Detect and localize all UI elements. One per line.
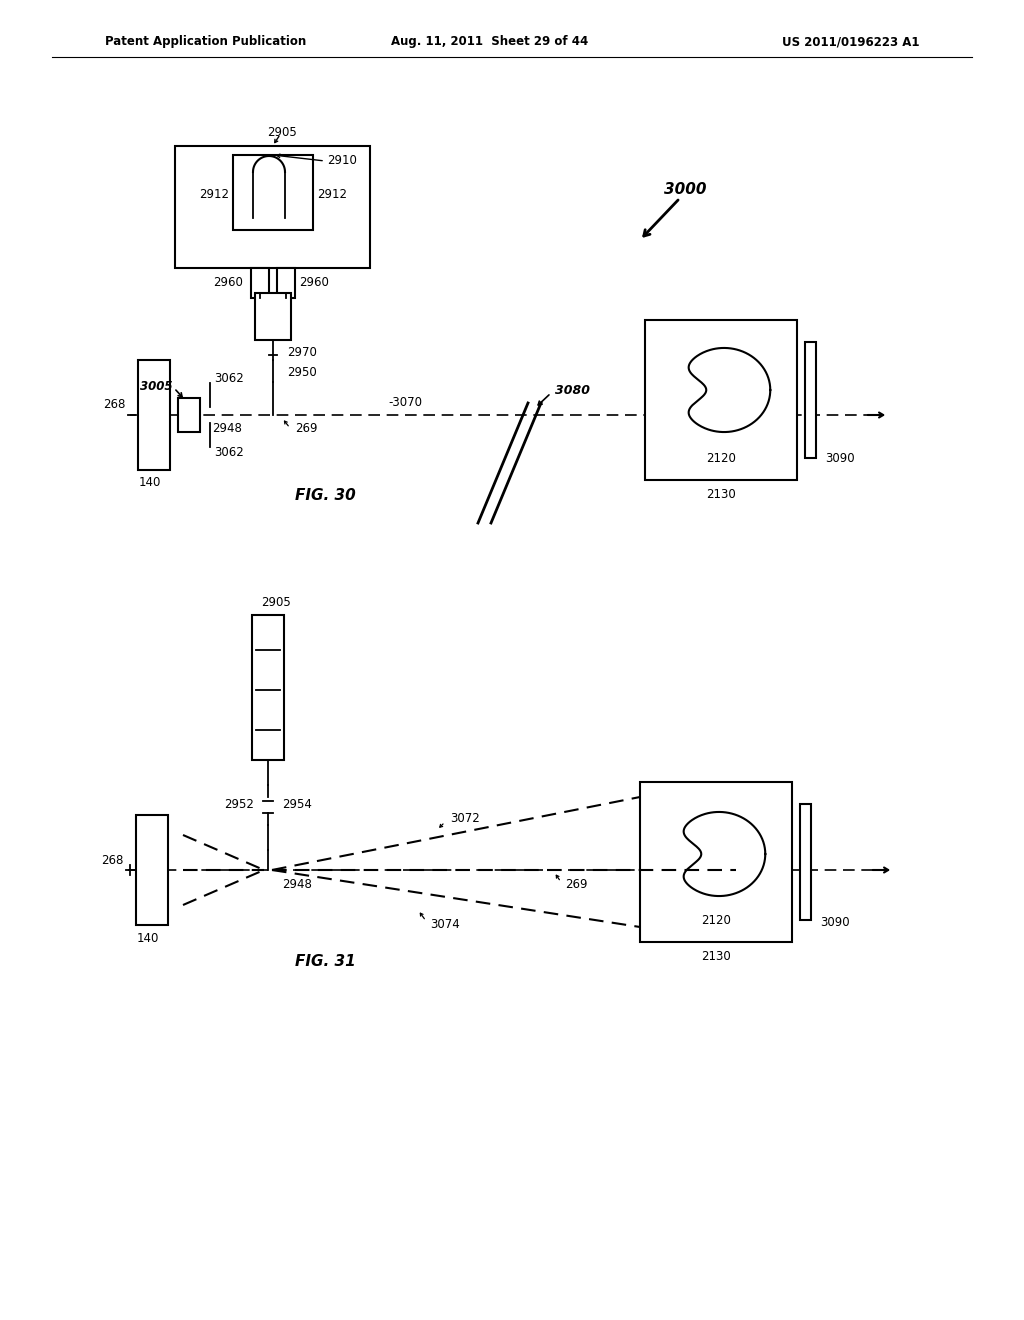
Text: 2130: 2130 [707, 487, 736, 500]
Text: 3005: 3005 [139, 380, 172, 392]
Text: 2960: 2960 [213, 276, 243, 289]
Bar [252, 615, 284, 760]
Bar [800, 804, 811, 920]
Text: 2912: 2912 [317, 189, 347, 202]
Text: 3062: 3062 [214, 446, 244, 459]
Text: -3070: -3070 [388, 396, 422, 409]
Text: Patent Application Publication: Patent Application Publication [105, 36, 306, 49]
Text: 268: 268 [101, 854, 124, 866]
Text: 3062: 3062 [214, 372, 244, 385]
Text: US 2011/0196223 A1: US 2011/0196223 A1 [782, 36, 920, 49]
Text: 3090: 3090 [825, 451, 855, 465]
Text: 2954: 2954 [282, 799, 312, 812]
Text: 2960: 2960 [299, 276, 329, 289]
Text: 3080: 3080 [555, 384, 590, 396]
Bar [178, 399, 200, 432]
Text: 140: 140 [137, 932, 159, 945]
Bar [260, 298, 286, 335]
Text: 2948: 2948 [212, 422, 242, 436]
Text: 2912: 2912 [199, 189, 229, 202]
Bar [255, 293, 291, 341]
Text: 3000: 3000 [664, 182, 707, 198]
Bar [136, 814, 168, 925]
Text: 2120: 2120 [707, 451, 736, 465]
Text: 2910: 2910 [327, 153, 357, 166]
Bar [175, 147, 370, 268]
Text: FIG. 30: FIG. 30 [295, 488, 355, 503]
Text: 2120: 2120 [701, 913, 731, 927]
Bar [805, 342, 816, 458]
Text: 269: 269 [295, 422, 317, 436]
Bar [278, 268, 295, 298]
Bar [251, 268, 269, 298]
Text: Aug. 11, 2011  Sheet 29 of 44: Aug. 11, 2011 Sheet 29 of 44 [391, 36, 589, 49]
Text: 269: 269 [565, 878, 588, 891]
Bar [233, 154, 313, 230]
Text: 2905: 2905 [267, 125, 297, 139]
Text: FIG. 31: FIG. 31 [295, 954, 355, 969]
Bar [640, 781, 792, 942]
Text: 2970: 2970 [287, 346, 316, 359]
Bar [645, 319, 797, 480]
Text: 2905: 2905 [261, 597, 291, 610]
Text: 2952: 2952 [224, 799, 254, 812]
Text: 2950: 2950 [287, 366, 316, 379]
Bar [138, 360, 170, 470]
Text: 2948: 2948 [282, 878, 312, 891]
Text: 2130: 2130 [701, 949, 731, 962]
Text: 3072: 3072 [450, 812, 480, 825]
Text: 3074: 3074 [430, 919, 460, 932]
Text: 268: 268 [103, 399, 126, 412]
Text: 3090: 3090 [820, 916, 850, 928]
Text: 140: 140 [139, 477, 161, 490]
